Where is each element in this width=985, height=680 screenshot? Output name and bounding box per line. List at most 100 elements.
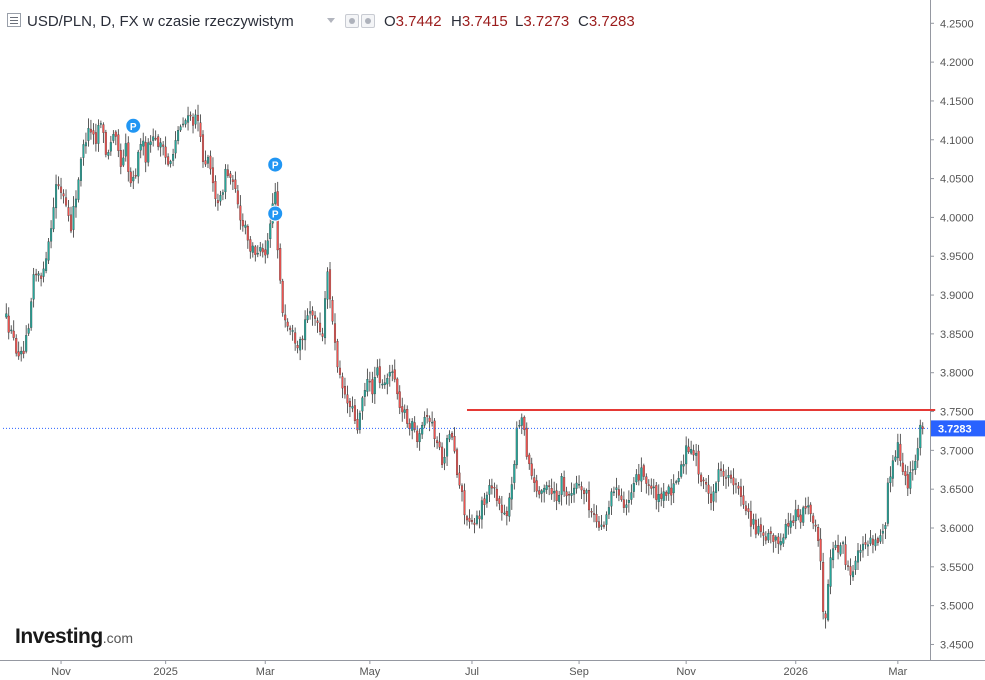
candle-body <box>762 532 765 536</box>
candle-body <box>353 405 356 422</box>
candle-body <box>192 116 195 126</box>
candle-body <box>630 492 633 500</box>
candle-body <box>675 481 678 483</box>
candle-body <box>670 487 673 496</box>
candle-body <box>565 491 568 497</box>
symbol-title[interactable]: USD/PLN, D, FX w czasie rzeczywistym <box>27 13 294 30</box>
candle-body <box>64 197 68 206</box>
candle-body <box>592 513 596 515</box>
candle-body <box>79 158 82 181</box>
candle-body <box>152 136 155 141</box>
candle-body <box>545 485 548 490</box>
candle-body <box>196 114 200 121</box>
candle-body <box>416 430 419 442</box>
candle-body <box>94 132 97 144</box>
candle-body <box>548 485 551 487</box>
candle-body <box>341 376 344 389</box>
candle-body <box>446 438 449 457</box>
candle-body <box>456 449 459 476</box>
candle-body <box>406 409 409 424</box>
candle-body <box>187 115 190 123</box>
candle-body <box>607 507 610 515</box>
ohlc-open: O3.7442 <box>384 13 442 30</box>
ohlc-low: L3.7273 <box>515 13 570 30</box>
candle-body <box>234 179 237 190</box>
event-marker[interactable] <box>267 205 284 222</box>
candle-body <box>692 450 695 456</box>
last-price-label: 3.7283 <box>938 423 972 435</box>
candle-body <box>383 382 386 386</box>
candle-body <box>774 536 777 541</box>
candle-body <box>244 224 247 228</box>
candle-body <box>114 131 117 137</box>
candle-body <box>408 423 411 429</box>
candle-body <box>216 200 219 204</box>
ohlc-high: H3.7415 <box>451 13 508 30</box>
investing-logo: Investing.com <box>15 625 134 648</box>
candle-body <box>351 406 354 409</box>
y-tick-label: 3.4500 <box>940 639 974 651</box>
candle-body <box>851 571 855 578</box>
candle-body <box>645 476 648 484</box>
candle-body <box>847 565 850 567</box>
candle-body <box>662 491 665 501</box>
candle-body <box>896 442 899 459</box>
candle-body <box>837 545 840 553</box>
candle-body <box>732 477 735 486</box>
candle-body <box>789 520 792 528</box>
menu-icon[interactable] <box>7 13 21 27</box>
candle-body <box>42 268 45 277</box>
candle-body <box>194 114 197 125</box>
candle-body <box>204 160 207 165</box>
candle-body <box>844 544 847 565</box>
candle-body <box>779 541 782 546</box>
candle-body <box>358 412 361 430</box>
candle-body <box>74 198 78 208</box>
candle-body <box>558 495 561 502</box>
candle-body <box>154 138 157 140</box>
candle-body <box>612 491 615 494</box>
candle-body <box>866 544 869 547</box>
settings-icon[interactable] <box>345 14 359 28</box>
chevron-down-icon[interactable] <box>327 18 335 23</box>
candle-body <box>321 333 324 337</box>
candle-body <box>137 151 140 177</box>
candle-body <box>729 474 733 479</box>
candle-body <box>5 313 8 318</box>
candle-body <box>914 461 917 471</box>
event-marker[interactable] <box>125 117 142 134</box>
candle-body <box>15 338 18 354</box>
candle-body <box>219 195 222 202</box>
candle-body <box>102 124 105 133</box>
candle-body <box>881 530 884 534</box>
candle-body <box>495 488 498 501</box>
event-marker[interactable] <box>267 156 284 173</box>
candle-body <box>817 527 820 541</box>
candle-body <box>822 562 825 612</box>
visibility-icon[interactable] <box>361 14 375 28</box>
candle-body <box>62 193 65 197</box>
candle-body <box>251 245 254 253</box>
candle-body <box>27 328 30 334</box>
candle-body <box>35 273 38 276</box>
candle-body <box>239 205 242 221</box>
candle-body <box>162 144 165 147</box>
candle-body <box>568 494 571 496</box>
candle-body <box>488 485 491 495</box>
candle-body <box>717 469 720 482</box>
x-tick-label: 2026 <box>783 666 807 678</box>
candle-body <box>505 510 508 517</box>
candle-body <box>117 134 120 151</box>
candle-body <box>652 486 655 489</box>
candle-body <box>319 322 322 332</box>
candle-body <box>580 486 583 491</box>
candle-body <box>615 487 618 490</box>
candle-body <box>543 487 546 493</box>
candle-body <box>164 146 167 158</box>
candle-body <box>45 258 48 271</box>
candle-body <box>588 490 591 511</box>
x-tick-label: Jul <box>465 666 479 678</box>
candle-body <box>742 495 745 505</box>
candle-body <box>214 181 217 200</box>
